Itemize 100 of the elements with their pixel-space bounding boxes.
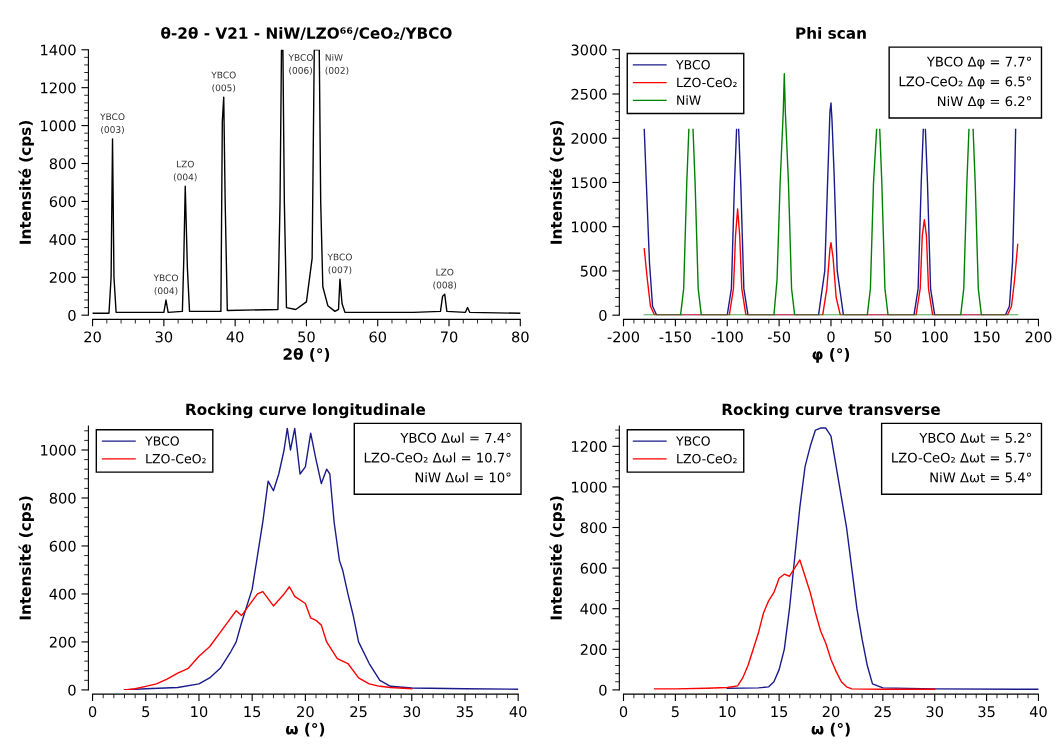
x-tick-label: 5 xyxy=(671,706,679,718)
x-tick-label: -50 xyxy=(767,331,791,343)
legend-label: LZO-CeO₂ xyxy=(677,77,737,88)
legend-label: NiW xyxy=(677,95,701,105)
y-tick-label: 600 xyxy=(49,196,76,208)
legend-label: LZO-CeO₂ xyxy=(146,453,206,464)
x-tick-label: 200 xyxy=(1025,331,1052,343)
x-tick-label: 40 xyxy=(226,331,244,343)
y-axis-title: Intensité (cps) xyxy=(549,121,565,244)
annotation: NiW Δωl = 10° xyxy=(415,472,511,483)
x-tick-label: 15 xyxy=(244,706,261,718)
y-tick-label: 2000 xyxy=(571,132,607,144)
x-tick-label: 20 xyxy=(84,331,101,343)
y-tick-label: 2500 xyxy=(571,88,607,100)
chart-title: Rocking curve transverse xyxy=(722,403,940,419)
x-tick-label: 20 xyxy=(297,706,314,718)
x-tick-label: 25 xyxy=(350,706,367,718)
y-tick-label: 1200 xyxy=(41,82,76,94)
line-series xyxy=(92,49,521,314)
x-tick-label: 15 xyxy=(771,706,788,718)
x-tick-label: 70 xyxy=(440,331,458,343)
annotation: LZO (004) xyxy=(173,160,197,182)
y-axis-title: Intensité (cps) xyxy=(18,121,34,244)
y-tick-label: 0 xyxy=(599,309,607,321)
y-tick-label: 0 xyxy=(68,684,76,696)
x-tick-label: -150 xyxy=(659,331,691,343)
legend-label: LZO-CeO₂ xyxy=(677,453,737,464)
x-tick-label: 10 xyxy=(191,706,208,718)
x-tick-label: 150 xyxy=(974,331,1000,343)
y-tick-label: 800 xyxy=(580,522,607,534)
y-tick-label: 400 xyxy=(49,234,76,246)
annotation: YBCO (007) xyxy=(327,253,352,275)
x-tick-label: 30 xyxy=(403,706,421,718)
annotation: NiW Δωt = 5.4° xyxy=(930,472,1031,483)
x-tick-label: 35 xyxy=(978,706,995,718)
annotation: NiW Δφ = 6.2° xyxy=(938,95,1031,109)
annotation: LZO (008) xyxy=(433,268,457,290)
annotation: YBCO Δφ = 7.7° xyxy=(926,56,1031,70)
x-tick-label: 30 xyxy=(155,331,173,343)
y-tick-label: 1000 xyxy=(41,120,76,132)
x-axis-title: φ (°) xyxy=(812,348,850,363)
x-axis-title: 2θ (°) xyxy=(283,347,330,362)
y-tick-label: 600 xyxy=(49,540,76,552)
y-tick-label: 1500 xyxy=(572,177,607,189)
y-tick-label: 500 xyxy=(580,265,607,277)
x-tick-label: 25 xyxy=(874,706,891,718)
x-tick-label: 0 xyxy=(619,706,628,718)
annotation: YBCO (004) xyxy=(153,274,178,296)
chart-title: θ-2θ - V21 - NiW/LZO⁶⁶/CeO₂/YBCO xyxy=(161,26,452,41)
y-tick-label: 200 xyxy=(49,636,76,648)
annotation: LZO-CeO₂ Δωl = 10.7° xyxy=(364,452,511,463)
y-tick-label: 400 xyxy=(49,588,76,600)
y-tick-label: 200 xyxy=(580,644,607,656)
y-tick-label: 800 xyxy=(49,158,76,170)
y-tick-label: 0 xyxy=(599,684,607,696)
annotation: YBCO Δωl = 7.4° xyxy=(400,432,511,443)
x-tick-label: 10 xyxy=(719,706,736,718)
x-tick-label: 60 xyxy=(369,331,387,343)
y-tick-label: 800 xyxy=(49,492,76,504)
x-axis-title: ω (°) xyxy=(285,722,325,737)
chart-title: Phi scan xyxy=(796,27,866,39)
annotation: LZO-CeO₂ Δωt = 5.7° xyxy=(892,452,1031,463)
x-tick-label: -200 xyxy=(607,331,640,343)
x-tick-label: 30 xyxy=(926,706,944,718)
x-tick-label: 20 xyxy=(822,706,840,718)
x-tick-label: 40 xyxy=(509,706,527,718)
legend-label: YBCO xyxy=(675,436,710,446)
y-tick-label: 1000 xyxy=(572,221,607,233)
x-tick-label: 50 xyxy=(874,331,892,343)
y-axis-title: Intensité (cps) xyxy=(549,496,565,620)
legend-label: YBCO xyxy=(675,59,710,70)
y-tick-label: 0 xyxy=(68,309,76,321)
x-tick-label: 35 xyxy=(456,706,473,718)
y-tick-label: 1000 xyxy=(572,481,607,493)
annotation: YBCO (006) xyxy=(288,54,313,75)
x-tick-label: 0 xyxy=(827,331,835,343)
y-tick-label: 400 xyxy=(580,603,607,615)
annotation: YBCO (003) xyxy=(100,113,125,135)
chart-title: Rocking curve longitudinale xyxy=(186,403,426,419)
x-tick-label: 5 xyxy=(142,706,150,718)
x-tick-label: -100 xyxy=(711,331,743,343)
legend-label: YBCO xyxy=(145,436,179,446)
y-axis-title: Intensité (cps) xyxy=(18,496,34,620)
x-tick-label: 40 xyxy=(1029,706,1047,718)
x-axis-title: ω (°) xyxy=(811,722,850,737)
annotation: NiW (002) xyxy=(325,53,349,75)
annotation: LZO-CeO₂ Δφ = 6.5° xyxy=(899,76,1031,89)
y-tick-label: 1000 xyxy=(41,444,76,456)
y-tick-label: 3000 xyxy=(571,44,607,56)
y-tick-label: 1400 xyxy=(41,44,76,56)
y-tick-label: 1200 xyxy=(572,441,607,453)
line-series xyxy=(653,559,936,690)
x-tick-label: 50 xyxy=(298,331,315,343)
y-tick-label: 200 xyxy=(49,271,76,283)
line-series xyxy=(123,586,413,690)
annotation: YBCO (005) xyxy=(211,71,236,93)
x-tick-label: 80 xyxy=(512,331,529,343)
y-tick-label: 600 xyxy=(580,562,607,574)
annotation: YBCO Δωt = 5.2° xyxy=(919,432,1031,443)
x-tick-label: 100 xyxy=(922,331,948,343)
